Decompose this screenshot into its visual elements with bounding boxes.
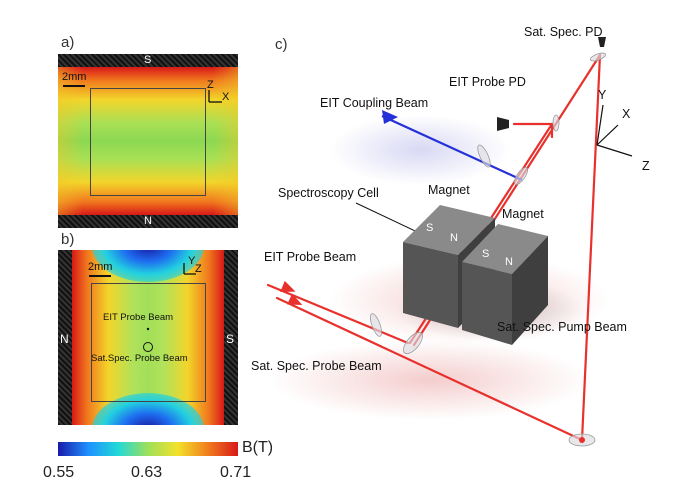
- panel-c-letter: c): [275, 36, 288, 53]
- panel-b-field-map: N S 2mm Y Z EIT Probe Beam Sat.Spec. Pro…: [58, 250, 238, 425]
- label-eit-probe-beam: EIT Probe Beam: [264, 250, 357, 264]
- mirror-probe: [403, 331, 423, 355]
- panel-b-probe-label: EIT Probe Beam: [103, 312, 174, 323]
- lens-probe: [370, 313, 382, 337]
- panel-b-satspec-circle: [143, 342, 153, 352]
- mirror-bottom-spot: [579, 437, 585, 443]
- axis-label-z: Z: [642, 159, 650, 173]
- magnet-pole-4: N: [505, 256, 513, 268]
- magnet-pole-1: S: [426, 222, 434, 234]
- magnet-block-2: [462, 224, 548, 345]
- panel-a-cell-outline: [90, 88, 206, 196]
- sat-spec-pd: [598, 37, 606, 47]
- axis-label-x: X: [622, 107, 631, 121]
- eit-probe-pd: [497, 117, 509, 131]
- eit-probe-beam-upper: [266, 283, 410, 345]
- colorbar-tick-max: 0.71: [220, 464, 252, 481]
- mirror-top: [590, 52, 606, 62]
- panel-a-field-side-shade: [58, 67, 238, 215]
- mirror-eit-pd: [552, 114, 560, 132]
- panel-a-pole-bottom: N: [144, 215, 152, 227]
- label-eit-probe-pd: EIT Probe PD: [449, 75, 526, 89]
- magnet-pole-3: S: [482, 248, 490, 260]
- colorbar-tick-mid: 0.63: [131, 464, 163, 481]
- panel-a-field-gradient: [58, 67, 238, 215]
- panel-a-scale-bar: [63, 85, 85, 87]
- pump-beam: [580, 53, 602, 442]
- glow-red-2: [270, 340, 590, 420]
- panel-b-scale-bar: [89, 275, 111, 277]
- eit-probe-arrow: [280, 280, 296, 292]
- panel-b-cell-outline: [91, 283, 206, 402]
- axis-y-arrow: [596, 104, 604, 146]
- panel-b-axis-y: Y: [188, 255, 196, 267]
- panel-a-pole-top-strip: [58, 54, 238, 67]
- axis-x-arrow: [596, 124, 619, 146]
- colorbar: [58, 442, 238, 456]
- coupling-beam: [381, 114, 523, 182]
- sat-probe-arrow: [287, 293, 303, 305]
- panel-a-pole-bottom-strip: [58, 215, 238, 228]
- panel-a-pole-top: S: [144, 54, 152, 66]
- panel-b-pole-right-strip: [224, 250, 238, 425]
- label-sat-spec-pump-beam: Sat. Spec. Pump Beam: [497, 320, 627, 334]
- label-spectroscopy-cell: Spectroscopy Cell: [278, 186, 379, 200]
- label-sat-spec-pd: Sat. Spec. PD: [524, 25, 603, 39]
- panel-a-axis-x: X: [222, 91, 230, 103]
- panel-b-probe-dot: [146, 327, 150, 331]
- panel-b-scale-label: 2mm: [88, 261, 113, 273]
- magnet-pole-2: N: [450, 232, 458, 244]
- panel-a-field-map: S N 2mm Z X: [58, 54, 238, 228]
- label-sat-spec-probe-beam: Sat. Spec. Probe Beam: [251, 359, 382, 373]
- panel-a-scale-label: 2mm: [62, 71, 87, 83]
- panel-a-axis-arrows: [208, 90, 222, 103]
- panel-b-axis-z: Z: [195, 263, 202, 275]
- colorbar-tick-min: 0.55: [43, 464, 75, 481]
- panel-b-axis-arrows: [143, 263, 196, 352]
- lens-coupling: [477, 144, 491, 168]
- coupling-beam-arrow: [382, 110, 398, 124]
- colorbar-label: B(T): [242, 439, 274, 456]
- panel-b-pole-left: N: [60, 332, 69, 346]
- panel-a-axis-z: Z: [207, 79, 214, 91]
- label-magnet-1: Magnet: [428, 183, 470, 197]
- label-magnet-2: Magnet: [502, 207, 544, 221]
- panel-b-letter: b): [61, 231, 75, 248]
- panel-b-satspec-label: Sat.Spec. Probe Beam: [91, 353, 188, 364]
- panel-b-pole-left-strip: [58, 250, 72, 425]
- glow-blue: [330, 115, 510, 185]
- mirror-coupling: [513, 167, 529, 185]
- panel-a-letter: a): [61, 34, 75, 51]
- panel-b-pole-right: S: [226, 332, 235, 346]
- axis-z-arrow: [596, 144, 633, 157]
- axis-label-y: Y: [598, 88, 607, 102]
- label-eit-coupling-beam: EIT Coupling Beam: [320, 96, 429, 110]
- sat-probe-beam-lower: [275, 296, 584, 442]
